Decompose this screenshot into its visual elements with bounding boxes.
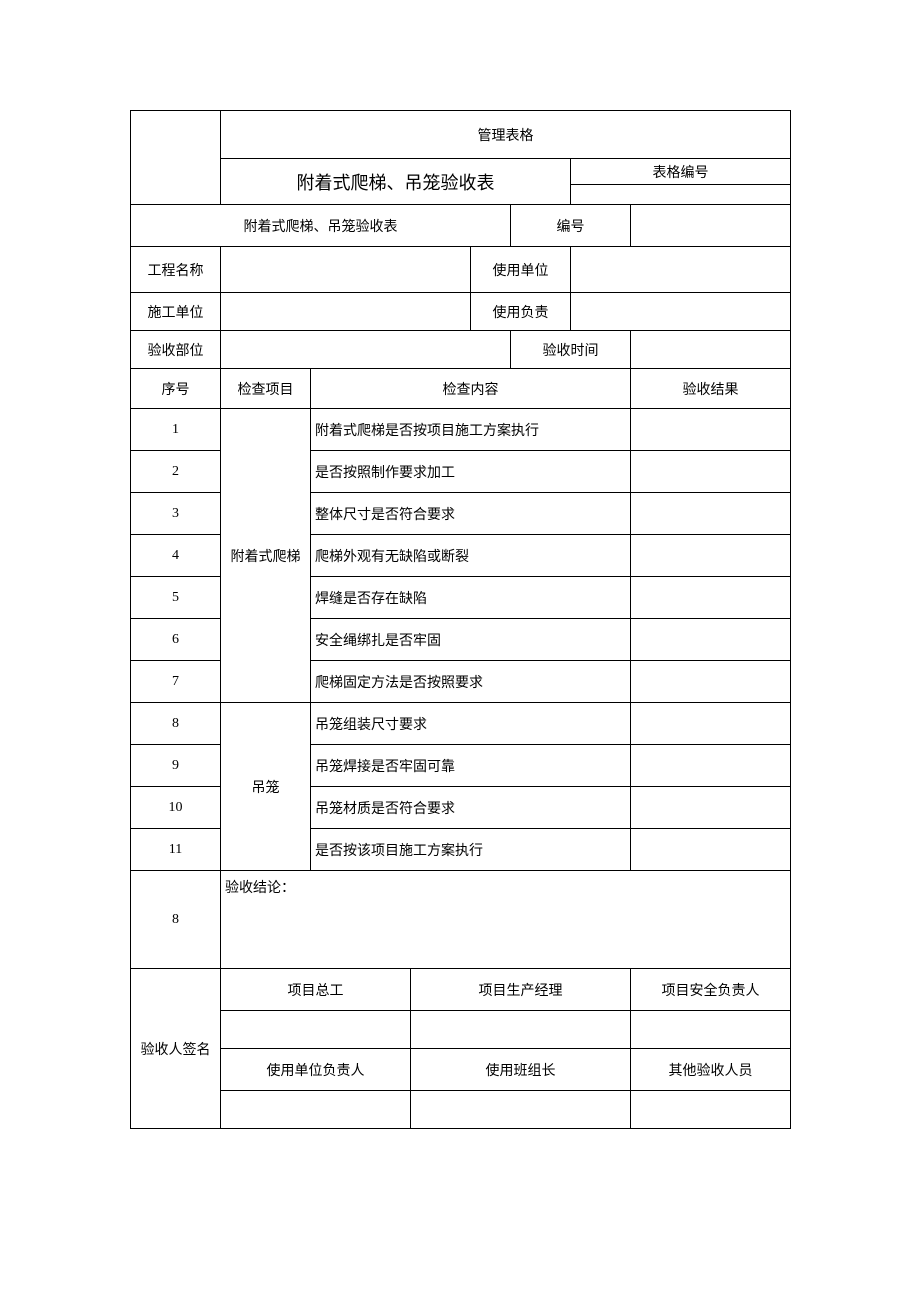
row-result[interactable] [631, 451, 791, 493]
row-content: 附着式爬梯是否按项目施工方案执行 [311, 409, 631, 451]
row-content: 焊缝是否存在缺陷 [311, 577, 631, 619]
row-seq: 9 [131, 745, 221, 787]
sign-value[interactable] [411, 1011, 631, 1049]
sign-label: 其他验收人员 [631, 1049, 791, 1091]
form-container: 管理表格 附着式爬梯、吊笼验收表 表格编号 附着式爬梯、吊笼验收表 编号 工程名… [130, 110, 790, 1129]
sign-label: 使用单位负责人 [221, 1049, 411, 1091]
sub-title: 附着式爬梯、吊笼验收表 [221, 159, 571, 205]
header-left-blank [131, 111, 221, 205]
row-content: 吊笼焊接是否牢固可靠 [311, 745, 631, 787]
sign-label: 项目总工 [221, 969, 411, 1011]
row-result[interactable] [631, 577, 791, 619]
sign-value[interactable] [221, 1011, 411, 1049]
inspection-form-table: 管理表格 附着式爬梯、吊笼验收表 表格编号 附着式爬梯、吊笼验收表 编号 工程名… [130, 110, 791, 1129]
construction-unit-value[interactable] [221, 293, 471, 331]
conclusion-seq: 8 [131, 871, 221, 969]
row-result[interactable] [631, 619, 791, 661]
col-result: 验收结果 [631, 369, 791, 409]
main-title: 管理表格 [221, 111, 791, 159]
row-seq: 7 [131, 661, 221, 703]
row-seq: 3 [131, 493, 221, 535]
sign-value[interactable] [631, 1011, 791, 1049]
row-result[interactable] [631, 829, 791, 871]
row-result[interactable] [631, 661, 791, 703]
form-number-value [571, 185, 791, 205]
signature-section-label: 验收人签名 [131, 969, 221, 1129]
project-name-label: 工程名称 [131, 247, 221, 293]
use-responsible-label: 使用负责 [471, 293, 571, 331]
construction-unit-label: 施工单位 [131, 293, 221, 331]
row-seq: 2 [131, 451, 221, 493]
group1-label: 附着式爬梯 [221, 409, 311, 703]
row-result[interactable] [631, 745, 791, 787]
sign-value[interactable] [411, 1091, 631, 1129]
sign-value[interactable] [221, 1091, 411, 1129]
col-check-content: 检查内容 [311, 369, 631, 409]
conclusion-label[interactable]: 验收结论： [221, 871, 791, 969]
row-seq: 8 [131, 703, 221, 745]
row-content: 安全绳绑扎是否牢固 [311, 619, 631, 661]
row-result[interactable] [631, 409, 791, 451]
sign-label: 使用班组长 [411, 1049, 631, 1091]
acceptance-part-value[interactable] [221, 331, 511, 369]
row-seq: 11 [131, 829, 221, 871]
row-content: 吊笼组装尺寸要求 [311, 703, 631, 745]
row-result[interactable] [631, 493, 791, 535]
project-name-value[interactable] [221, 247, 471, 293]
row-content: 是否按该项目施工方案执行 [311, 829, 631, 871]
col-check-item: 检查项目 [221, 369, 311, 409]
sign-label: 项目安全负责人 [631, 969, 791, 1011]
row-content: 是否按照制作要求加工 [311, 451, 631, 493]
row-content: 爬梯外观有无缺陷或断裂 [311, 535, 631, 577]
row-seq: 6 [131, 619, 221, 661]
row-content: 爬梯固定方法是否按照要求 [311, 661, 631, 703]
row-seq: 5 [131, 577, 221, 619]
sign-label: 项目生产经理 [411, 969, 631, 1011]
acceptance-part-label: 验收部位 [131, 331, 221, 369]
use-unit-value[interactable] [571, 247, 791, 293]
row-seq: 10 [131, 787, 221, 829]
acceptance-time-value[interactable] [631, 331, 791, 369]
row-result[interactable] [631, 703, 791, 745]
section-number-label: 编号 [511, 205, 631, 247]
col-seq: 序号 [131, 369, 221, 409]
row-content: 整体尺寸是否符合要求 [311, 493, 631, 535]
row-content: 吊笼材质是否符合要求 [311, 787, 631, 829]
section-number-value [631, 205, 791, 247]
group2-label: 吊笼 [221, 703, 311, 871]
sign-value[interactable] [631, 1091, 791, 1129]
row-seq: 1 [131, 409, 221, 451]
acceptance-time-label: 验收时间 [511, 331, 631, 369]
use-responsible-value[interactable] [571, 293, 791, 331]
use-unit-label: 使用单位 [471, 247, 571, 293]
row-result[interactable] [631, 535, 791, 577]
form-number-label: 表格编号 [571, 159, 791, 185]
row-seq: 4 [131, 535, 221, 577]
section-title: 附着式爬梯、吊笼验收表 [131, 205, 511, 247]
row-result[interactable] [631, 787, 791, 829]
